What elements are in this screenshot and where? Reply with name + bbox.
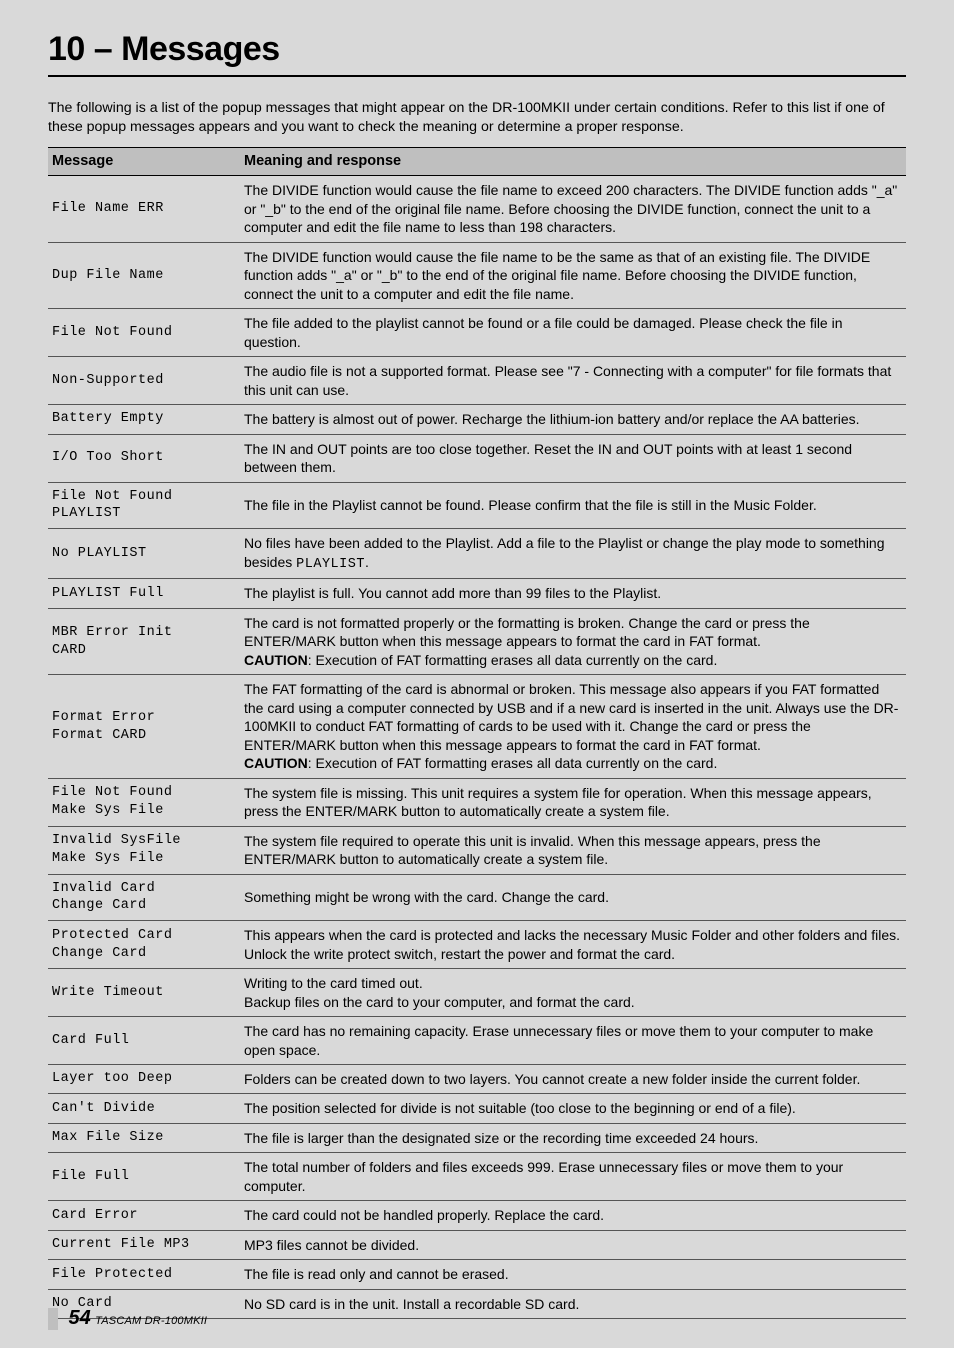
message-cell: Format Error Format CARD	[48, 675, 244, 778]
meaning-cell: The file is larger than the designated s…	[244, 1123, 906, 1152]
table-row: Card ErrorThe card could not be handled …	[48, 1201, 906, 1230]
table-row: Invalid SysFile Make Sys FileThe system …	[48, 826, 906, 874]
meaning-cell: The battery is almost out of power. Rech…	[244, 405, 906, 434]
col-header-meaning: Meaning and response	[244, 148, 906, 176]
table-header-row: Message Meaning and response	[48, 148, 906, 176]
table-row: Format Error Format CARDThe FAT formatti…	[48, 675, 906, 778]
table-row: File Not Found PLAYLISTThe file in the P…	[48, 482, 906, 529]
table-row: Can't DivideThe position selected for di…	[48, 1094, 906, 1123]
meaning-cell: MP3 files cannot be divided.	[244, 1230, 906, 1259]
table-row: File Not FoundThe file added to the play…	[48, 309, 906, 357]
page-footer: 54 TASCAM DR-100MKII	[0, 1307, 954, 1330]
table-row: Write TimeoutWriting to the card timed o…	[48, 969, 906, 1017]
product-name: TASCAM DR-100MKII	[95, 1315, 207, 1327]
document-page: 10 – Messages The following is a list of…	[0, 0, 954, 1348]
table-row: Invalid Card Change CardSomething might …	[48, 874, 906, 921]
table-row: Protected Card Change CardThis appears w…	[48, 921, 906, 969]
table-row: Card FullThe card has no remaining capac…	[48, 1017, 906, 1065]
table-row: I/O Too ShortThe IN and OUT points are t…	[48, 434, 906, 482]
meaning-cell: The total number of folders and files ex…	[244, 1153, 906, 1201]
meaning-cell: The card has no remaining capacity. Eras…	[244, 1017, 906, 1065]
table-row: Max File SizeThe file is larger than the…	[48, 1123, 906, 1152]
meaning-cell: The file in the Playlist cannot be found…	[244, 482, 906, 529]
intro-paragraph: The following is a list of the popup mes…	[48, 99, 906, 137]
table-row: PLAYLIST FullThe playlist is full. You c…	[48, 579, 906, 608]
message-cell: File Full	[48, 1153, 244, 1201]
meaning-cell: The file added to the playlist cannot be…	[244, 309, 906, 357]
table-row: File Not Found Make Sys FileThe system f…	[48, 778, 906, 826]
meaning-cell: The audio file is not a supported format…	[244, 357, 906, 405]
message-cell: Layer too Deep	[48, 1065, 244, 1094]
table-row: No PLAYLISTNo files have been added to t…	[48, 529, 906, 579]
table-row: File Name ERRThe DIVIDE function would c…	[48, 176, 906, 242]
messages-table: Message Meaning and response File Name E…	[48, 147, 906, 1319]
table-row: MBR Error Init CARDThe card is not forma…	[48, 608, 906, 674]
meaning-cell: The card is not formatted properly or th…	[244, 608, 906, 674]
table-row: Non-SupportedThe audio file is not a sup…	[48, 357, 906, 405]
meaning-cell: This appears when the card is protected …	[244, 921, 906, 969]
meaning-cell: The file is read only and cannot be eras…	[244, 1260, 906, 1289]
meaning-cell: No files have been added to the Playlist…	[244, 529, 906, 579]
message-cell: PLAYLIST Full	[48, 579, 244, 608]
meaning-cell: The card could not be handled properly. …	[244, 1201, 906, 1230]
message-cell: Current File MP3	[48, 1230, 244, 1259]
meaning-cell: The system file is missing. This unit re…	[244, 778, 906, 826]
message-cell: File Name ERR	[48, 176, 244, 242]
meaning-cell: Writing to the card timed out.Backup fil…	[244, 969, 906, 1017]
message-cell: Invalid SysFile Make Sys File	[48, 826, 244, 874]
message-cell: Battery Empty	[48, 405, 244, 434]
message-cell: File Not Found PLAYLIST	[48, 482, 244, 529]
meaning-cell: Something might be wrong with the card. …	[244, 874, 906, 921]
message-cell: Non-Supported	[48, 357, 244, 405]
page-number: 54	[68, 1307, 90, 1329]
meaning-cell: The FAT formatting of the card is abnorm…	[244, 675, 906, 778]
message-cell: Invalid Card Change Card	[48, 874, 244, 921]
message-cell: File Protected	[48, 1260, 244, 1289]
meaning-cell: The DIVIDE function would cause the file…	[244, 176, 906, 242]
table-row: Battery EmptyThe battery is almost out o…	[48, 405, 906, 434]
message-cell: Write Timeout	[48, 969, 244, 1017]
message-cell: MBR Error Init CARD	[48, 608, 244, 674]
meaning-cell: The playlist is full. You cannot add mor…	[244, 579, 906, 608]
message-cell: Card Full	[48, 1017, 244, 1065]
message-cell: Card Error	[48, 1201, 244, 1230]
message-cell: Max File Size	[48, 1123, 244, 1152]
message-cell: Protected Card Change Card	[48, 921, 244, 969]
table-row: Current File MP3MP3 files cannot be divi…	[48, 1230, 906, 1259]
meaning-cell: The position selected for divide is not …	[244, 1094, 906, 1123]
table-row: File ProtectedThe file is read only and …	[48, 1260, 906, 1289]
message-cell: File Not Found	[48, 309, 244, 357]
message-cell: Dup File Name	[48, 242, 244, 308]
message-cell: No PLAYLIST	[48, 529, 244, 579]
meaning-cell: The DIVIDE function would cause the file…	[244, 242, 906, 308]
message-cell: File Not Found Make Sys File	[48, 778, 244, 826]
meaning-cell: The IN and OUT points are too close toge…	[244, 434, 906, 482]
meaning-cell: The system file required to operate this…	[244, 826, 906, 874]
col-header-message: Message	[48, 148, 244, 176]
table-row: Dup File NameThe DIVIDE function would c…	[48, 242, 906, 308]
meaning-cell: Folders can be created down to two layer…	[244, 1065, 906, 1094]
page-title: 10 – Messages	[48, 30, 906, 77]
message-cell: Can't Divide	[48, 1094, 244, 1123]
table-row: File FullThe total number of folders and…	[48, 1153, 906, 1201]
table-row: Layer too DeepFolders can be created dow…	[48, 1065, 906, 1094]
footer-accent-bar	[48, 1308, 58, 1330]
message-cell: I/O Too Short	[48, 434, 244, 482]
table-body: File Name ERRThe DIVIDE function would c…	[48, 176, 906, 1319]
